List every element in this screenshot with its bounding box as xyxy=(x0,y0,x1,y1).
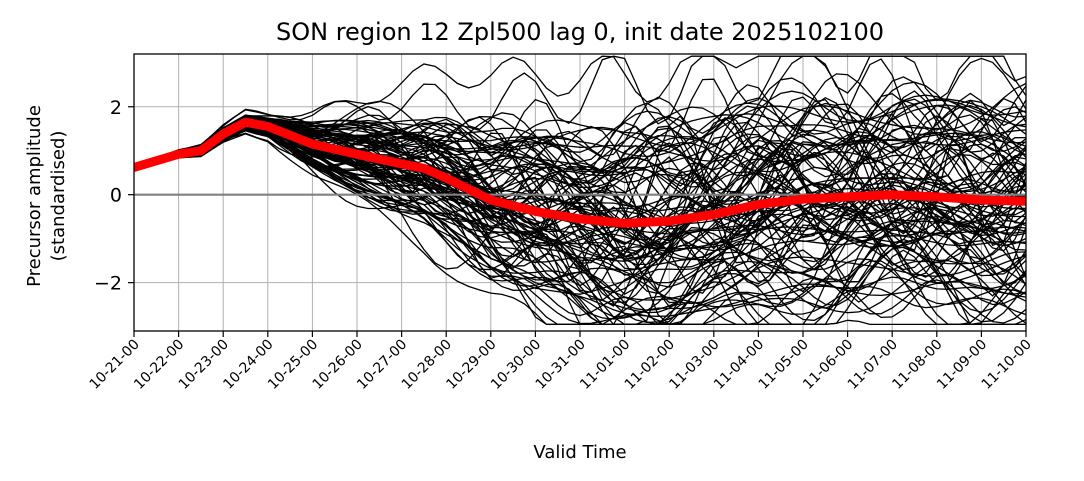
ensemble-member-line xyxy=(134,126,1026,305)
y-axis-label-line-1: Precursor amplitude xyxy=(24,105,45,287)
y-axis-label: Precursor amplitude (standardised) xyxy=(24,105,69,287)
ensemble-member-line xyxy=(134,128,1026,326)
ensemble-member-line xyxy=(134,58,1026,171)
y-axis: −2 0 2 xyxy=(94,97,134,295)
ensemble-member-line xyxy=(134,55,1026,169)
ensemble-member-line xyxy=(134,116,1026,250)
y-tick-label: 0 xyxy=(110,185,122,207)
ensemble-member-line xyxy=(134,133,1026,326)
y-tick-label: 2 xyxy=(110,97,122,119)
ensemble-member-line xyxy=(134,84,1026,175)
ensemble-member-line xyxy=(134,90,1026,187)
x-axis-label: Valid Time xyxy=(533,442,626,463)
ensemble-mean-line xyxy=(134,117,1026,228)
ensemble-member-line xyxy=(134,123,1026,295)
x-axis: 10-21-0010-22-0010-23-0010-24-0010-25-00… xyxy=(87,331,1035,393)
y-tick-label: −2 xyxy=(94,273,122,295)
y-axis-label-line-2: (standardised) xyxy=(48,131,69,262)
chart-title: SON region 12 Zpl500 lag 0, init date 20… xyxy=(276,18,884,46)
ensemble-members xyxy=(134,55,1026,326)
ensemble-member-line xyxy=(134,124,1026,272)
ensemble-member-line xyxy=(134,124,1026,326)
ensemble-member-line xyxy=(134,116,1026,247)
